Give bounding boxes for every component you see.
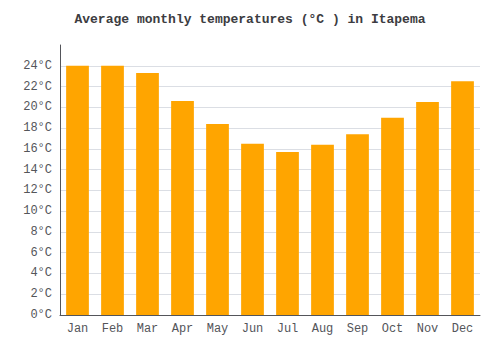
svg-text:Jun: Jun: [242, 322, 264, 336]
svg-text:Jan: Jan: [67, 322, 89, 336]
svg-text:18°C: 18°C: [23, 121, 52, 135]
svg-text:Aug: Aug: [312, 322, 334, 336]
svg-text:Dec: Dec: [452, 322, 474, 336]
svg-text:8°C: 8°C: [30, 225, 52, 239]
svg-text:20°C: 20°C: [23, 100, 52, 114]
svg-text:4°C: 4°C: [30, 266, 52, 280]
svg-text:Mar: Mar: [137, 322, 159, 336]
svg-text:Nov: Nov: [417, 322, 439, 336]
svg-text:Sep: Sep: [347, 322, 369, 336]
svg-text:Oct: Oct: [382, 322, 404, 336]
svg-text:0°C: 0°C: [30, 308, 52, 322]
svg-text:6°C: 6°C: [30, 246, 52, 260]
svg-text:Apr: Apr: [172, 322, 194, 336]
svg-text:12°C: 12°C: [23, 183, 52, 197]
svg-text:16°C: 16°C: [23, 142, 52, 156]
svg-text:24°C: 24°C: [23, 59, 52, 73]
svg-text:Average monthly temperatures (: Average monthly temperatures (°C ) in It…: [74, 12, 425, 27]
svg-text:Jul: Jul: [277, 322, 299, 336]
svg-text:22°C: 22°C: [23, 80, 52, 94]
svg-text:14°C: 14°C: [23, 163, 52, 177]
svg-text:2°C: 2°C: [30, 287, 52, 301]
svg-text:10°C: 10°C: [23, 204, 52, 218]
svg-text:May: May: [207, 322, 229, 336]
svg-text:Feb: Feb: [102, 322, 124, 336]
